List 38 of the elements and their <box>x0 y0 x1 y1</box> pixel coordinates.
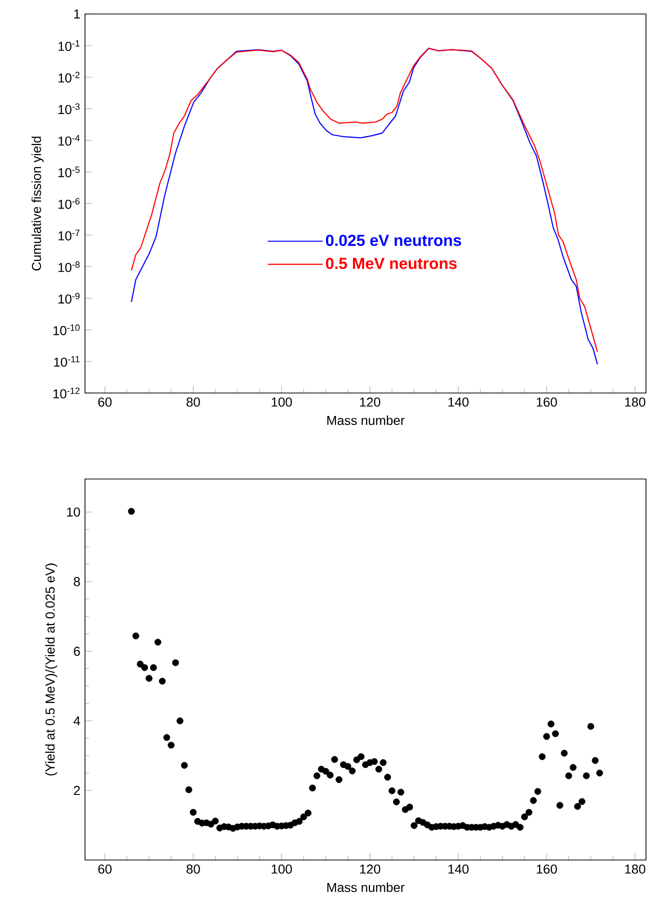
legend-label: 0.5 MeV neutrons <box>326 258 457 270</box>
legend-label: 0.025 eV neutrons <box>326 234 462 246</box>
y-tick-label: 6 <box>74 646 80 656</box>
x-tick-label: 160 <box>536 398 557 407</box>
y-tick-label: 10$^{-3}$ <box>58 103 80 114</box>
y-tick-label: 10$^{-9}$ <box>58 292 80 304</box>
x-tick-label: 60 <box>98 864 112 874</box>
x-tick-label: 140 <box>448 864 469 874</box>
y-tick-label: 10$^{-6}$ <box>58 198 80 209</box>
y-axis-title: (Yield at 0.5 MeV)/(Yield at 0.025 eV) <box>45 564 58 776</box>
x-tick-label: 80 <box>186 864 200 874</box>
y-tick-label: 10$^{-8}$ <box>58 261 80 272</box>
x-tick-label: 60 <box>98 398 112 407</box>
x-tick-label: 180 <box>625 864 646 874</box>
x-axis-title: Mass number <box>327 882 404 892</box>
y-tick-label: 10$^{-5}$ <box>58 166 80 178</box>
y-tick-label: 10 <box>67 507 80 517</box>
x-tick-label: 160 <box>536 864 557 874</box>
y-axis-title: Cumulative fission yield <box>32 136 44 271</box>
y-tick-label: 10$^{-2}$ <box>58 72 80 83</box>
y-tick-label: 10$^{-11}$ <box>54 356 80 367</box>
x-tick-label: 80 <box>186 398 200 407</box>
y-tick-label: 1 <box>74 10 80 18</box>
x-tick-label: 120 <box>360 398 380 407</box>
y-tick-label: 10$^{-4}$ <box>58 134 80 146</box>
x-axis-title: Mass number <box>327 416 404 426</box>
y-tick-label: 8 <box>74 577 80 586</box>
y-tick-label: 4 <box>74 716 80 726</box>
y-tick-label: 10$^{-10}$ <box>53 324 80 336</box>
y-tick-label: 10$^{-12}$ <box>53 388 80 398</box>
x-tick-label: 140 <box>448 398 469 407</box>
x-tick-label: 180 <box>625 398 646 407</box>
y-tick-label: 10$^{-1}$ <box>58 40 80 51</box>
y-tick-label: 10$^{-7}$ <box>58 230 80 240</box>
x-tick-label: 100 <box>272 398 292 407</box>
y-tick-label: 2 <box>74 786 80 795</box>
x-tick-label: 120 <box>360 864 380 874</box>
x-tick-label: 100 <box>272 864 292 874</box>
